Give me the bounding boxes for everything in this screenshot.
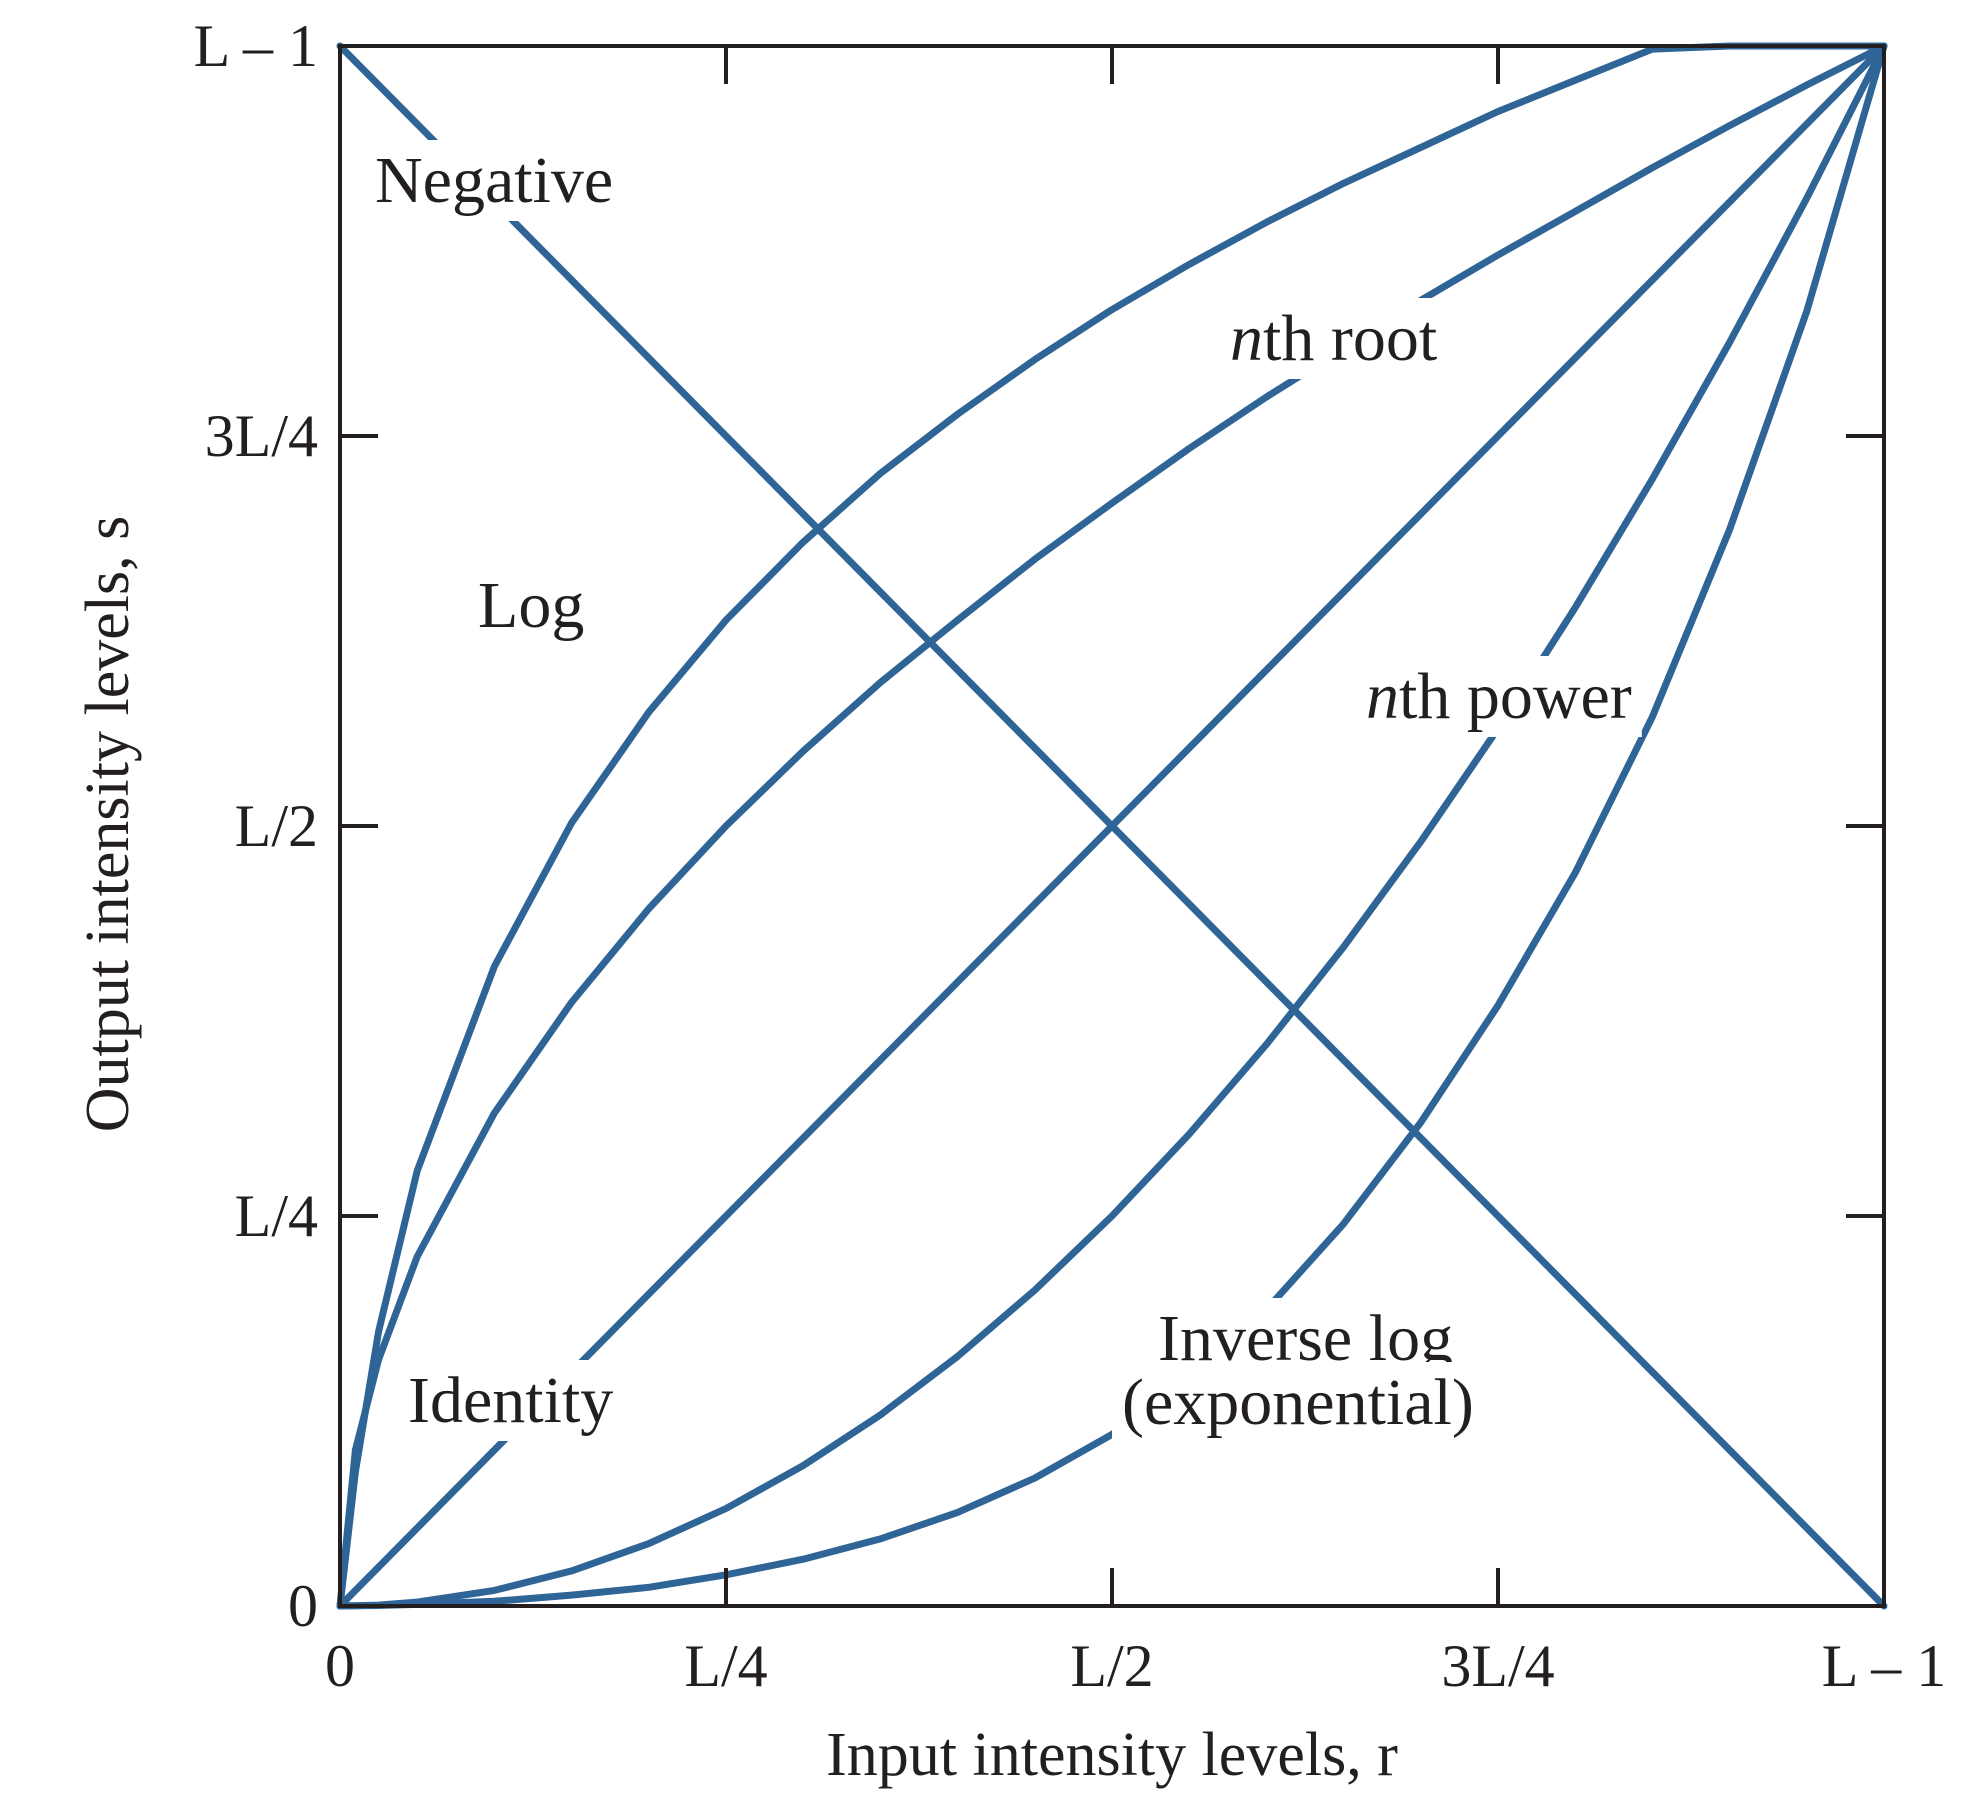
series-label-inverse-log-exponential-line2: (exponential) [1122, 1366, 1474, 1439]
x-tick-label: 0 [325, 1633, 355, 1699]
y-tick-label: 3L/4 [205, 403, 318, 469]
series-label-nth-power: nth power [1366, 660, 1632, 733]
series-label-text: th root [1263, 302, 1437, 375]
y-tick-label: L – 1 [194, 13, 318, 79]
series-line-nth-power [336, 42, 1888, 1610]
series-label-background [468, 565, 595, 646]
y-tick-label: L/4 [235, 1183, 318, 1249]
x-tick-label: L/4 [684, 1633, 767, 1699]
series-label-background [1356, 656, 1642, 737]
series-line-nth-root [336, 42, 1888, 1610]
series-label-background [365, 140, 624, 221]
axis-ticks: 0 L/4 L/2 3L/4 L – 1 0 L/4 L/2 3L/4 L – 1 [194, 13, 1947, 1699]
series-label-italic: n [1230, 302, 1263, 375]
x-axis-title: Input intensity levels, r [826, 1721, 1398, 1789]
y-tick-label: 0 [288, 1573, 318, 1639]
series-line-log [336, 42, 1888, 1610]
series-label-italic: n [1366, 660, 1399, 733]
series-line-inverse-log-exponential [336, 42, 1888, 1610]
x-tick-label: L – 1 [1822, 1633, 1946, 1699]
series-label-identity: Identity [408, 1364, 613, 1437]
series-label-text: th power [1399, 660, 1632, 733]
series-label-nth-root: nth root [1230, 302, 1437, 375]
y-axis-title: Output intensity levels, s [74, 516, 142, 1133]
x-tick-label: 3L/4 [1441, 1633, 1554, 1699]
series-label-background [398, 1360, 624, 1441]
series-line-identity [336, 42, 1888, 1610]
y-tick-label: L/2 [235, 793, 318, 859]
series-label-log: Log [478, 569, 584, 642]
series-curves [336, 42, 1888, 1610]
series-label-background [1220, 298, 1448, 379]
series-label-negative: Negative [375, 144, 613, 217]
series-label-background [1112, 1362, 1484, 1443]
x-tick-label: L/2 [1070, 1633, 1153, 1699]
